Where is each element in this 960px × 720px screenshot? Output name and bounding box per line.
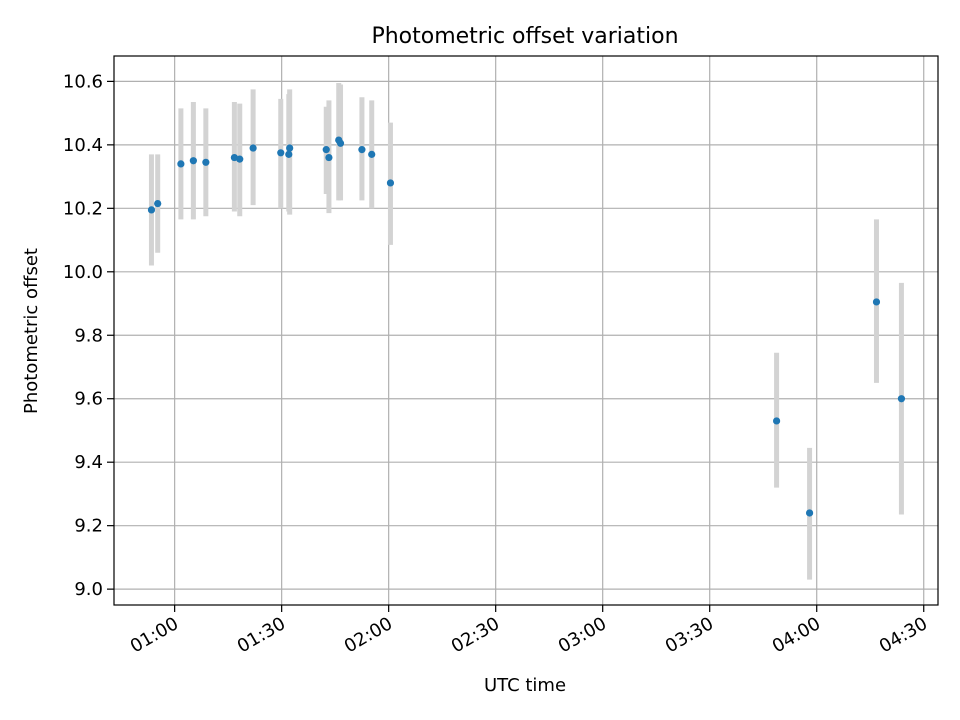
y-tick-label: 9.0	[74, 579, 103, 600]
data-point	[285, 150, 293, 158]
y-tick-label: 9.8	[74, 325, 103, 346]
data-point	[805, 509, 814, 517]
y-tick-label: 9.6	[74, 389, 103, 410]
data-point	[147, 206, 156, 214]
plot-frame	[113, 55, 939, 606]
data-point	[277, 149, 285, 157]
data-point	[872, 298, 881, 306]
y-tick-label: 10.4	[63, 135, 103, 156]
x-tick-label: 01:00	[127, 613, 182, 657]
x-axis-ticks: 01:00 01:30 02:00 02:30 03:00 03:30 04:00 04:30	[127, 605, 931, 657]
y-tick-label: 10.0	[63, 262, 103, 283]
grid-lines	[114, 56, 938, 605]
x-tick-label: 04:30	[876, 613, 931, 657]
y-tick-label: 9.2	[74, 516, 103, 537]
data-point	[249, 144, 257, 152]
data-point	[772, 417, 781, 425]
data-point	[897, 395, 906, 403]
y-tick-label: 9.4	[74, 452, 103, 473]
chart-title: Photometric offset variation	[371, 24, 678, 49]
x-tick-label: 02:00	[341, 613, 396, 657]
y-tick-label: 10.6	[63, 71, 103, 92]
data-point	[189, 157, 197, 165]
data-points	[147, 136, 906, 517]
data-point	[177, 160, 185, 168]
data-point	[202, 158, 210, 166]
x-tick-label: 04:00	[769, 613, 824, 657]
x-tick-label: 03:30	[662, 613, 717, 657]
x-tick-label: 02:30	[448, 613, 503, 657]
y-axis-label: Photometric offset	[21, 248, 42, 414]
data-point	[154, 199, 162, 208]
x-tick-label: 03:00	[555, 613, 610, 657]
x-tick-label: 01:30	[234, 613, 289, 657]
data-point	[286, 144, 294, 152]
data-point	[358, 146, 366, 154]
y-tick-label: 10.2	[63, 198, 103, 219]
data-point	[368, 150, 376, 158]
data-point	[236, 155, 244, 163]
data-point	[322, 146, 330, 154]
data-point	[336, 139, 345, 147]
data-point	[386, 179, 395, 187]
error-bars	[148, 82, 904, 580]
x-axis-label: UTC time	[484, 675, 566, 696]
data-point	[325, 153, 333, 162]
y-axis-ticks: 9.0 9.2 9.4 9.6 9.8 10.0 10.2 10.4 10.6	[63, 71, 114, 600]
